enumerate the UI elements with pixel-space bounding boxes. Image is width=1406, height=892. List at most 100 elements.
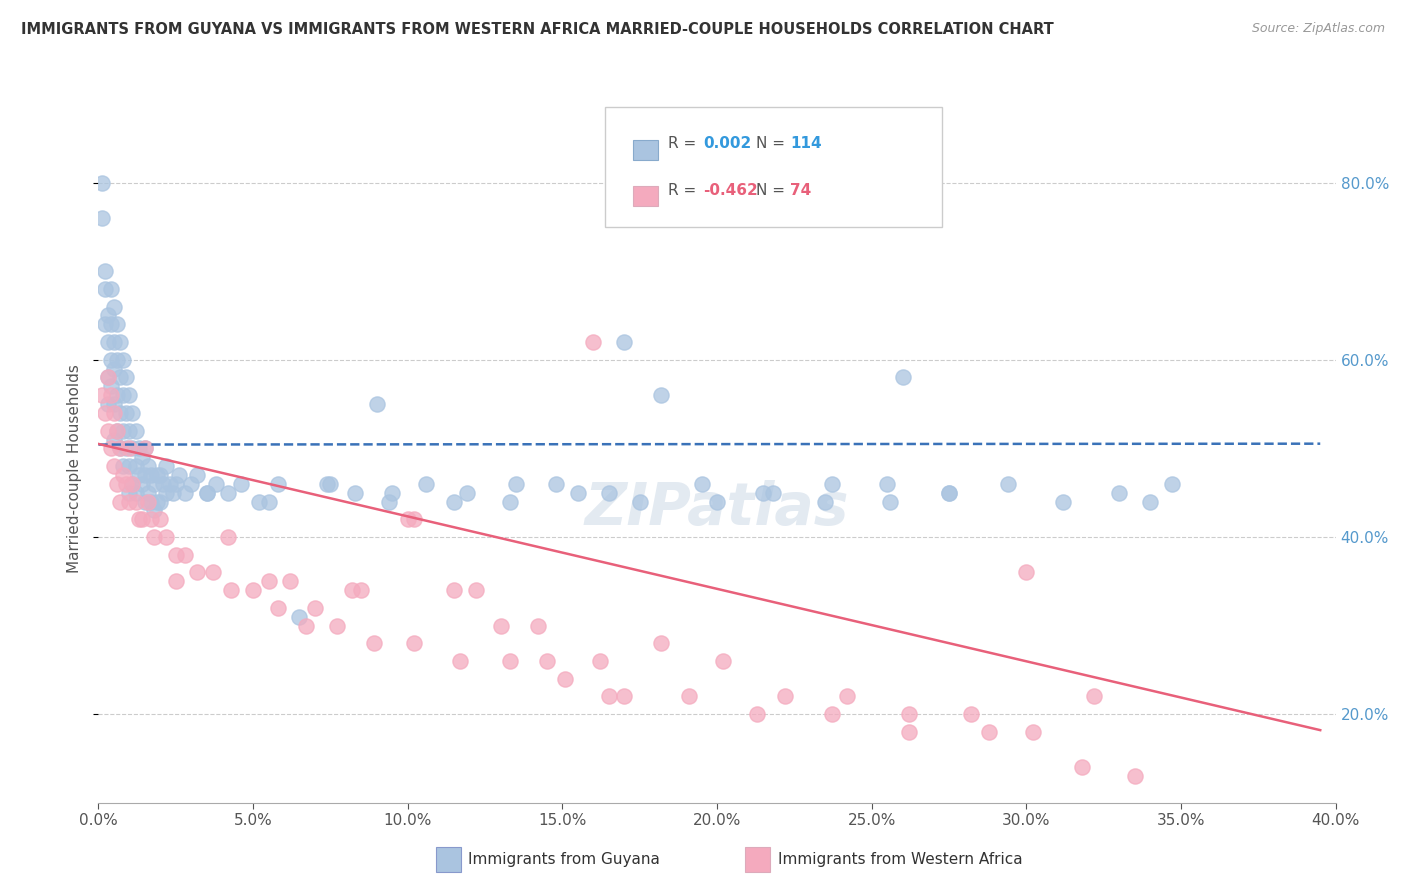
Point [1139,494,1161,508]
Point [136,494,159,508]
Point [381,485,404,500]
Point [131,450,153,465]
Point [449,654,471,668]
Point [415,476,437,491]
Text: Source: ZipAtlas.com: Source: ZipAtlas.com [1251,22,1385,36]
Point [124,459,146,474]
Point [165,574,187,589]
Point [1108,485,1130,500]
Point [97,397,120,411]
Point [108,442,131,456]
Point [567,485,589,500]
Point [149,512,172,526]
Point [678,690,700,704]
Point [90,388,112,402]
Text: 74: 74 [790,184,811,198]
Point [93,318,115,332]
Text: 114: 114 [790,136,821,151]
Point [835,690,858,704]
Point [546,476,568,491]
Point [105,352,128,367]
Point [1160,476,1182,491]
Point [155,530,177,544]
Point [165,476,187,491]
Point [118,442,141,456]
Point [100,318,122,332]
Point [139,512,162,526]
Point [134,467,156,482]
Point [105,388,128,402]
Point [105,424,128,438]
Point [139,494,162,508]
Point [628,494,651,508]
Point [134,442,156,456]
Point [706,494,728,508]
Point [205,476,228,491]
Point [103,334,125,349]
Point [344,485,367,500]
Text: IMMIGRANTS FROM GUYANA VS IMMIGRANTS FROM WESTERN AFRICA MARRIED-COUPLE HOUSEHOL: IMMIGRANTS FROM GUYANA VS IMMIGRANTS FRO… [21,22,1054,37]
Point [340,583,363,598]
Point [489,618,512,632]
Point [1083,690,1105,704]
Point [143,530,166,544]
Point [128,442,150,456]
Point [90,211,112,225]
Point [711,654,734,668]
Point [165,548,187,562]
Point [820,476,842,491]
Point [136,459,159,474]
Point [938,485,960,500]
Text: ZIPatlas: ZIPatlas [585,480,849,537]
Point [1071,760,1094,774]
Point [1052,494,1074,508]
Point [613,690,636,704]
Point [979,725,1001,739]
Point [146,494,169,508]
Point [159,476,181,491]
Point [103,361,125,376]
Point [112,467,135,482]
Point [1015,566,1038,580]
Point [93,282,115,296]
Point [146,467,169,482]
Point [505,476,527,491]
Point [100,379,122,393]
Point [118,494,141,508]
Point [103,300,125,314]
Point [267,476,290,491]
Point [366,397,388,411]
Point [124,485,146,500]
Text: N =: N = [756,136,790,151]
Point [588,654,610,668]
Point [536,654,558,668]
Point [108,370,131,384]
Point [650,388,672,402]
Point [112,352,135,367]
Point [456,485,478,500]
Point [959,707,981,722]
Point [149,467,172,482]
Point [121,476,143,491]
Point [257,574,280,589]
Point [115,370,138,384]
Text: Immigrants from Guyana: Immigrants from Guyana [468,853,659,867]
Point [897,725,920,739]
Point [464,583,486,598]
Point [112,388,135,402]
Point [97,370,120,384]
Point [100,388,122,402]
Text: N =: N = [756,184,790,198]
Point [217,485,239,500]
Point [402,512,425,526]
Point [814,494,837,508]
Point [443,494,465,508]
Point [876,476,898,491]
Point [100,442,122,456]
Point [155,459,177,474]
Point [105,424,128,438]
Point [103,459,125,474]
Text: R =: R = [668,136,702,151]
Point [319,476,342,491]
Point [93,406,115,420]
